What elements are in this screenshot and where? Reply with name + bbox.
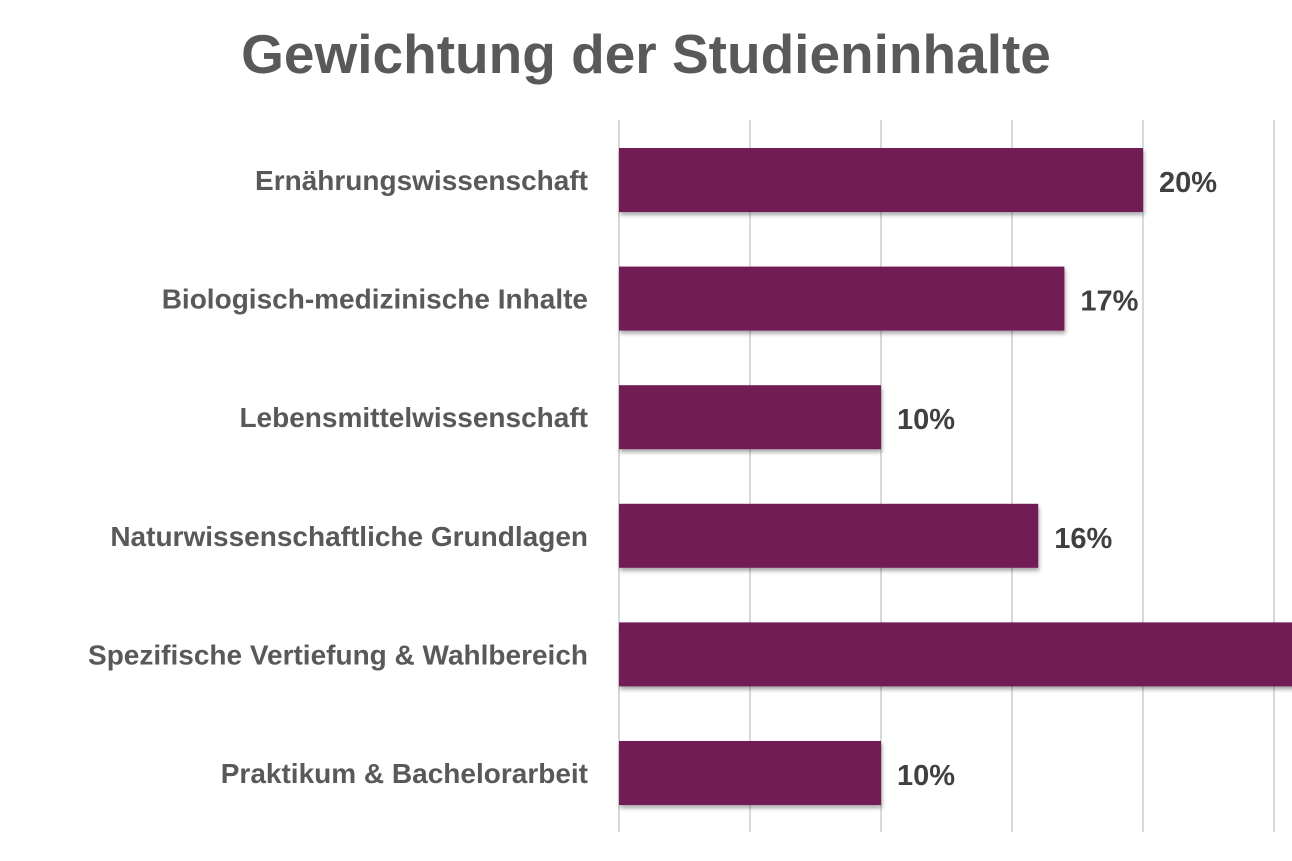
bar bbox=[619, 503, 1039, 568]
data-label: 17% bbox=[1080, 286, 1138, 318]
bar bbox=[619, 741, 881, 805]
category-label: Praktikum & Bachelorarbeit bbox=[221, 758, 588, 789]
data-label: 10% bbox=[897, 760, 955, 792]
bar bbox=[619, 148, 1143, 212]
data-label: 16% bbox=[1054, 523, 1112, 555]
category-label: Biologisch-medizinische Inhalte bbox=[162, 284, 588, 315]
bar bbox=[619, 622, 1292, 687]
category-label: Naturwissenschaftliche Grundlagen bbox=[110, 521, 588, 552]
bar bbox=[619, 266, 1065, 331]
category-label: Spezifische Vertiefung & Wahlbereich bbox=[88, 639, 588, 670]
data-label: 20% bbox=[1159, 167, 1217, 199]
category-label: Lebensmittelwissenschaft bbox=[239, 402, 588, 433]
chart-title: Gewichtung der Studieninhalte bbox=[241, 23, 1051, 85]
category-label: Ernährungswissenschaft bbox=[255, 165, 588, 196]
bar bbox=[619, 385, 881, 450]
data-label: 10% bbox=[897, 404, 955, 436]
